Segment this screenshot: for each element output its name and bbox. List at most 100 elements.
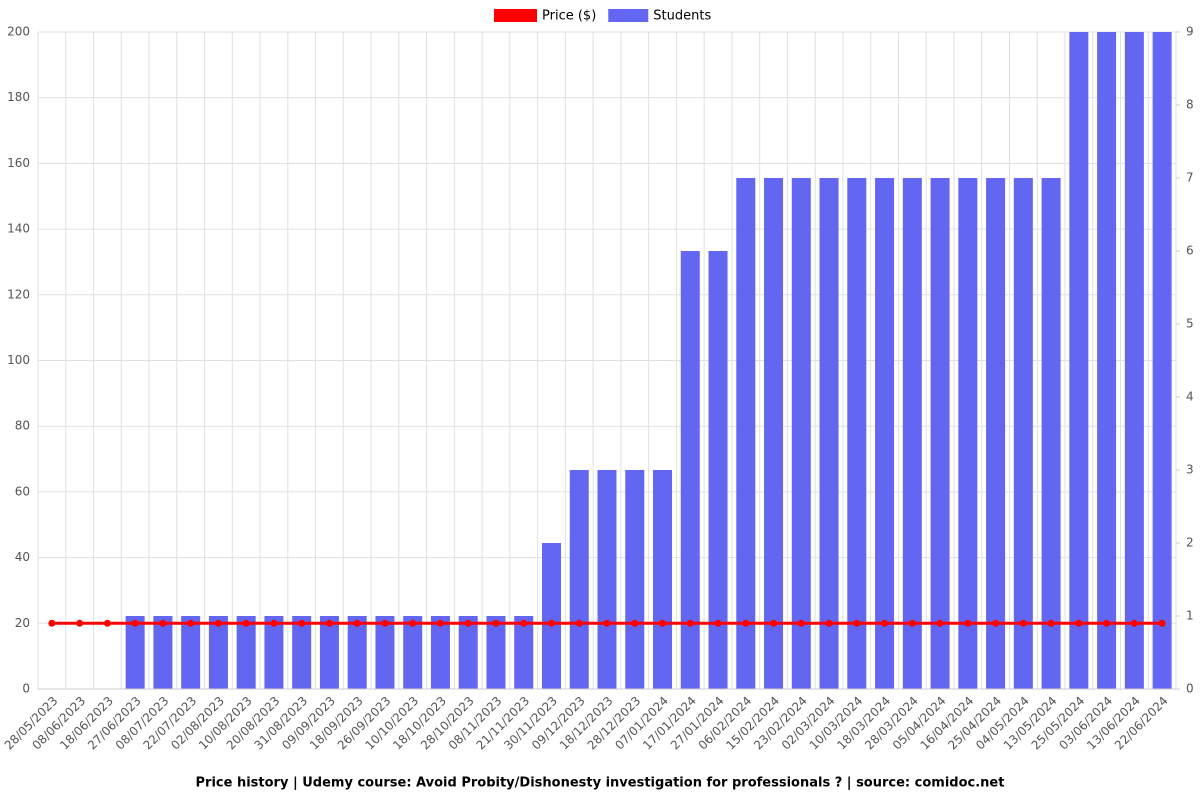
y-tick-label: 40 — [15, 550, 30, 564]
bar — [986, 178, 1006, 689]
bar — [875, 178, 895, 689]
point — [520, 619, 528, 627]
bar — [1152, 32, 1172, 689]
point — [686, 619, 694, 627]
point — [853, 619, 861, 627]
point — [492, 619, 500, 627]
chart-title: Price history | Udemy course: Avoid Prob… — [196, 776, 1005, 791]
legend-label: Students — [653, 9, 711, 24]
point — [76, 619, 84, 627]
bar — [153, 616, 173, 689]
point — [1103, 619, 1111, 627]
point — [214, 619, 222, 627]
y2-tick-label: 2 — [1186, 536, 1194, 550]
point — [353, 619, 361, 627]
point — [631, 619, 639, 627]
point — [1019, 619, 1027, 627]
bar — [569, 470, 589, 689]
bar — [430, 616, 450, 689]
y-tick-label: 120 — [7, 287, 30, 301]
bar — [764, 178, 784, 689]
y-tick-label: 80 — [15, 419, 30, 433]
point — [742, 619, 750, 627]
point — [159, 619, 167, 627]
point — [187, 619, 195, 627]
point — [770, 619, 778, 627]
y2-tick-label: 3 — [1186, 463, 1194, 477]
point — [659, 619, 667, 627]
y2-tick-label: 4 — [1186, 390, 1194, 404]
point — [1075, 619, 1083, 627]
point — [992, 619, 1000, 627]
bar — [264, 616, 284, 689]
point — [964, 619, 972, 627]
bar — [847, 178, 867, 689]
point — [908, 619, 916, 627]
bar — [1041, 178, 1061, 689]
bar — [236, 616, 256, 689]
point — [298, 619, 306, 627]
point — [103, 619, 111, 627]
point — [547, 619, 555, 627]
point — [825, 619, 833, 627]
point — [881, 619, 889, 627]
point — [575, 619, 583, 627]
bar — [680, 251, 700, 689]
bar — [181, 616, 201, 689]
bar — [458, 616, 478, 689]
point — [797, 619, 805, 627]
bar — [347, 616, 367, 689]
bar — [514, 616, 534, 689]
point — [436, 619, 444, 627]
point — [270, 619, 278, 627]
point — [1047, 619, 1055, 627]
legend-label: Price ($) — [542, 9, 596, 24]
y-tick-label: 20 — [15, 616, 30, 630]
y2-tick-label: 5 — [1186, 317, 1194, 331]
point — [1130, 619, 1138, 627]
point — [242, 619, 250, 627]
bar — [1124, 32, 1144, 689]
bar — [819, 178, 839, 689]
bar — [958, 178, 978, 689]
y2-tick-label: 1 — [1186, 609, 1194, 623]
bar — [1097, 32, 1117, 689]
y2-tick-label: 7 — [1186, 171, 1194, 185]
y-tick-label: 160 — [7, 156, 30, 170]
bar — [625, 470, 645, 689]
bar — [541, 543, 561, 689]
point — [325, 619, 333, 627]
bar — [208, 616, 228, 689]
point — [131, 619, 139, 627]
bar — [736, 178, 756, 689]
legend-swatch — [494, 9, 537, 22]
bar — [791, 178, 811, 689]
bar — [125, 616, 145, 689]
bar — [653, 470, 673, 689]
y2-tick-label: 9 — [1186, 25, 1194, 39]
legend-swatch — [608, 9, 649, 22]
bar — [930, 178, 950, 689]
point — [714, 619, 722, 627]
bar — [708, 251, 728, 689]
y-tick-label: 180 — [7, 90, 30, 104]
bar — [902, 178, 922, 689]
bar — [375, 616, 395, 689]
y-tick-label: 60 — [15, 484, 30, 498]
bar — [292, 616, 312, 689]
y2-tick-label: 8 — [1186, 98, 1194, 112]
y-tick-label: 0 — [22, 682, 30, 696]
y-tick-label: 100 — [7, 353, 30, 367]
y-tick-label: 140 — [7, 222, 30, 236]
y2-tick-label: 0 — [1186, 682, 1194, 696]
bar — [597, 470, 617, 689]
point — [464, 619, 472, 627]
bar — [486, 616, 506, 689]
point — [936, 619, 944, 627]
point — [48, 619, 56, 627]
y2-tick-label: 6 — [1186, 244, 1194, 258]
point — [1158, 619, 1166, 627]
y-tick-label: 200 — [7, 25, 30, 39]
point — [603, 619, 611, 627]
